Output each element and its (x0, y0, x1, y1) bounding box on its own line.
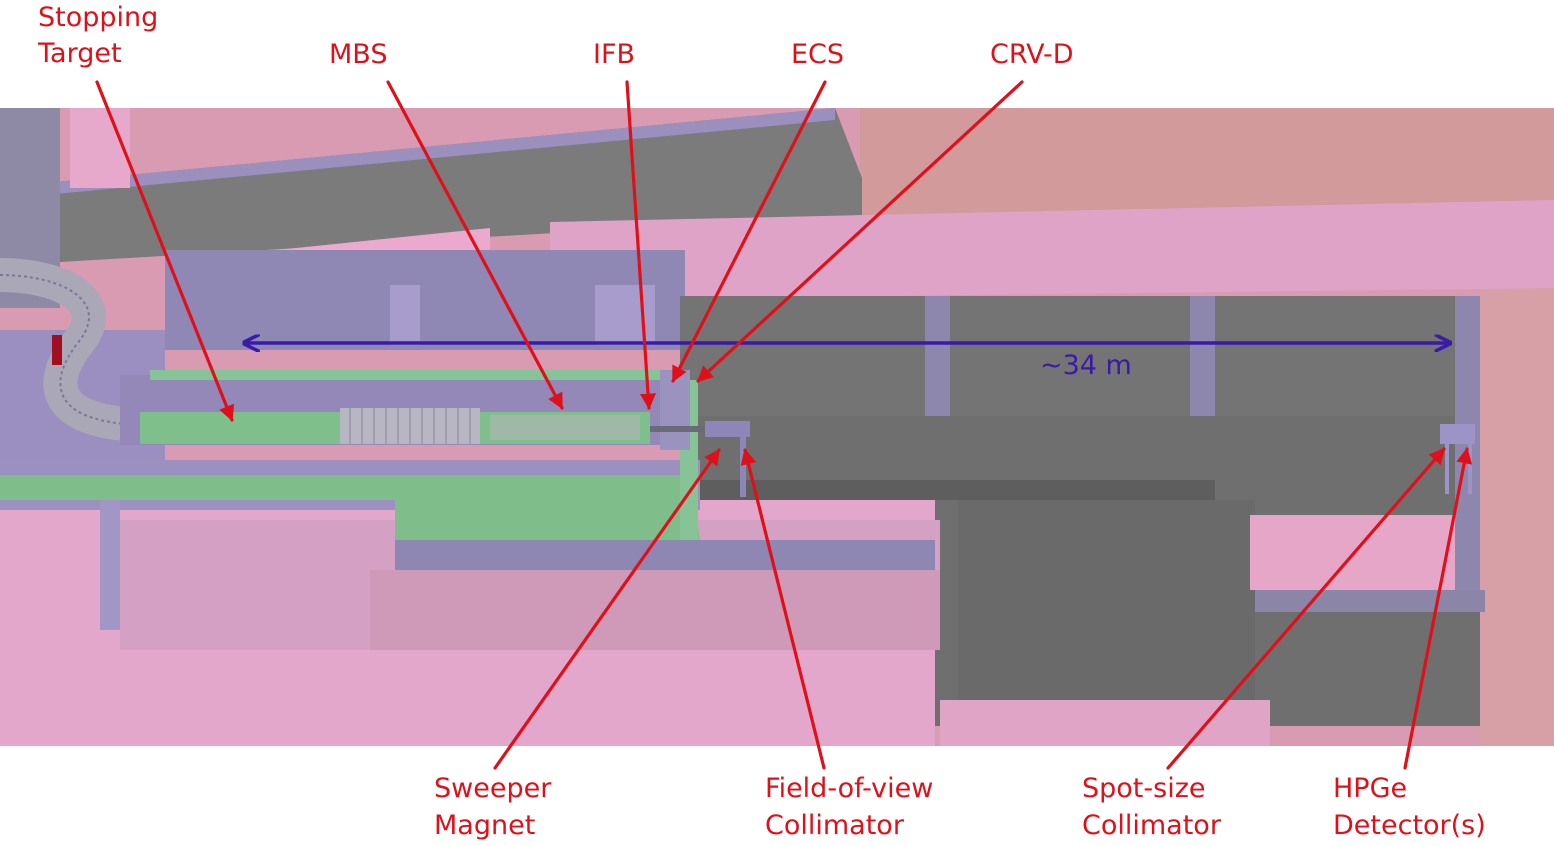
arrow-spot-size-collimator (1166, 447, 1446, 770)
label-ecs: ECS (791, 39, 844, 70)
label-crv-d: CRV-D (990, 39, 1074, 70)
dimension-label: ∼34 m (1040, 350, 1132, 381)
arrow-ifb (625, 80, 657, 410)
arrow-crv-d (696, 80, 1024, 383)
label-sweeper-magnet: Sweeper Magnet (434, 773, 560, 841)
arrow-stopping-target (95, 80, 235, 422)
label-hpge-detectors: HPGe Detector(s) (1333, 773, 1486, 841)
label-mbs: MBS (329, 39, 387, 70)
component-labels: Stopping Target MBS IFB ECS CRV-D Sweepe… (37, 2, 1486, 841)
arrow-sweeper-magnet (493, 448, 721, 770)
arrow-ecs (671, 80, 827, 383)
beamline-apparatus (0, 258, 1475, 540)
arrow-hpge-detectors (1403, 447, 1473, 770)
label-stopping-target: Stopping Target (37, 2, 167, 69)
length-dimension: ∼34 m (244, 343, 1450, 381)
label-spot-size-collimator: Spot-size Collimator (1082, 773, 1222, 841)
label-ifb: IFB (593, 39, 635, 70)
render-background (0, 108, 1554, 746)
callout-arrows (95, 80, 1473, 770)
arrow-mbs (386, 80, 564, 410)
arrow-fov-collimator (740, 448, 826, 770)
label-fov-collimator: Field-of-view Collimator (765, 773, 942, 841)
